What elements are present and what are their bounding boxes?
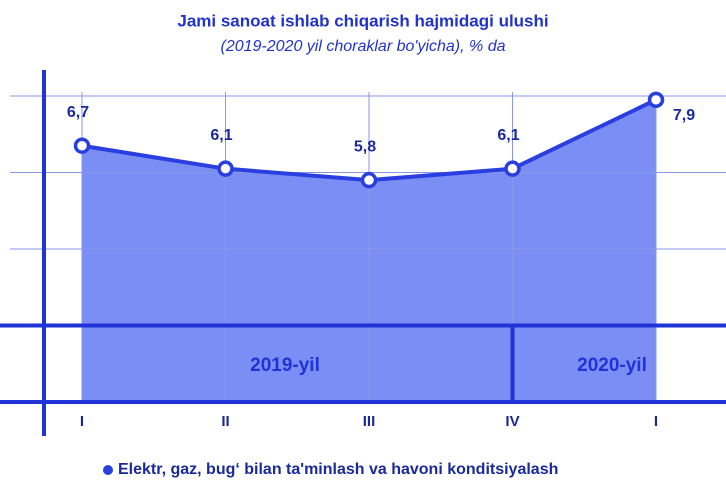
point (360, 171, 378, 189)
x-tick-label: IV (505, 413, 519, 430)
value-label: 6,1 (210, 127, 232, 144)
year-label: 2019-yil (250, 355, 320, 376)
x-tick-label: II (221, 413, 229, 430)
x-tick-label: I (654, 413, 658, 430)
legend-label: Elektr, gaz, bug‘ bilan ta'minlash va ha… (118, 461, 558, 478)
year-label: 2020-yil (577, 355, 647, 376)
point (73, 137, 91, 154)
value-label: 6,1 (497, 127, 519, 144)
point (217, 160, 234, 177)
value-label: 5,8 (354, 138, 376, 155)
point (504, 160, 521, 177)
value-label: 6,7 (67, 104, 89, 121)
chart-title: Jami sanoat ishlab chiqarish hajmidagi u… (177, 11, 548, 30)
x-tick-label: I (80, 413, 84, 430)
x-tick-label: III (363, 413, 376, 430)
chart-subtitle: (2019-2020 yil choraklar bo'yicha), % da (221, 38, 506, 55)
legend-marker (103, 465, 113, 475)
point (647, 91, 665, 109)
value-label: 7,9 (673, 107, 695, 124)
